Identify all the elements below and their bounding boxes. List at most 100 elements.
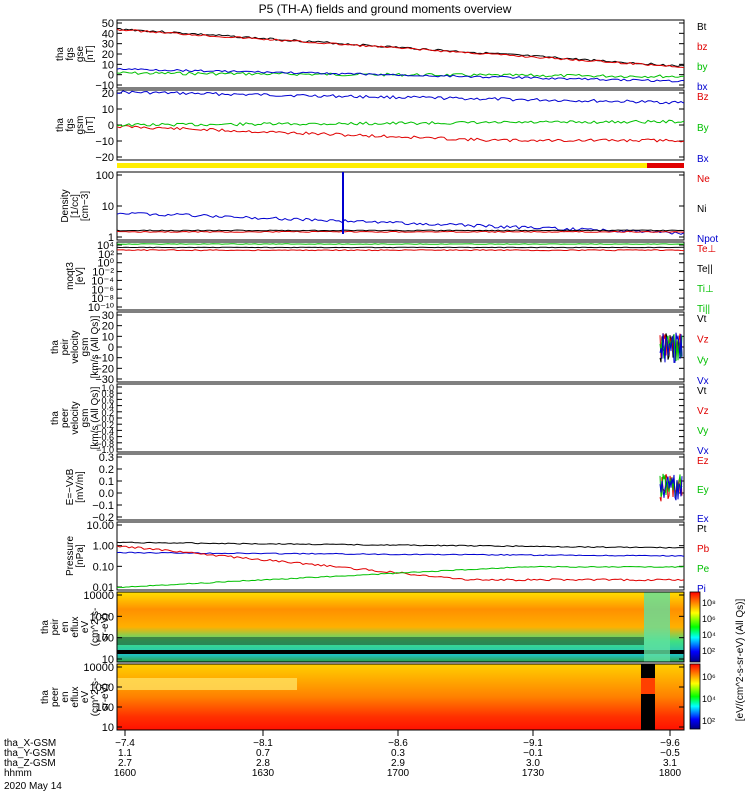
- footer-value: 2.7: [118, 758, 132, 769]
- burst-trace: [659, 332, 683, 363]
- y-tick-label: 0.1: [99, 476, 114, 488]
- y-axis-label: peir: [60, 338, 71, 355]
- y-tick-label: 1: [108, 232, 114, 244]
- burst-trace: [659, 474, 683, 501]
- colorbar-tick: 10²: [702, 646, 715, 656]
- y-axis-label: en: [60, 621, 71, 632]
- footer-value: 1700: [387, 768, 410, 779]
- y-tick-label: 10⁻¹⁰: [88, 302, 115, 314]
- legend-entry: Ni: [697, 204, 706, 215]
- y-tick-label: −10: [95, 136, 114, 148]
- y-axis-label: peir: [50, 618, 61, 635]
- y-tick-label: 0.6: [101, 395, 114, 405]
- y-axis-label: [cm−3]: [80, 191, 91, 222]
- y-tick-label: 10⁻⁶: [91, 284, 114, 296]
- y-axis-label: en: [60, 691, 71, 702]
- colorbar-tick: 10⁴: [702, 694, 716, 704]
- panel-efield: 0.30.20.10.0−0.1−0.2 E=−VxB [mV/m] Ez Ey Ex: [65, 452, 709, 525]
- legend-entry: Vt: [697, 386, 707, 397]
- series-Bx: [116, 90, 685, 105]
- legend-entry: Bt: [697, 22, 707, 33]
- colorbar-top: [689, 591, 701, 663]
- footer-row-label: tha_X-GSM: [4, 738, 56, 749]
- y-axis-label: moqt3: [65, 262, 76, 290]
- y-axis-label: [mV/m]: [75, 471, 86, 503]
- y-axis-label: [1/cc]: [70, 194, 81, 218]
- y-tick-label: 10: [102, 104, 114, 116]
- series-Bt: [117, 28, 685, 68]
- y-axis-label: sr-eV): [100, 683, 111, 710]
- legend-entry: Pt: [697, 524, 707, 535]
- footer-row-label: tha_Z-GSM: [4, 758, 56, 769]
- y-axis-label: fgs: [65, 118, 76, 131]
- y-axis-label: gse: [75, 46, 86, 63]
- spectrogram-ion-gap: [644, 592, 670, 662]
- panel-peer_vel: 1.00.80.60.40.20.0−0.2−0.4−0.6−0.8−1.0 th…: [50, 383, 709, 457]
- y-tick-label: 0.2: [99, 464, 114, 476]
- colorbar-label: [eV/(cm^2-s-sr-eV) (All Qs)]: [735, 599, 746, 722]
- y-tick-label: 0.10: [93, 561, 114, 573]
- panel-frame: [116, 591, 685, 663]
- y-tick-label: −0.4: [96, 426, 114, 436]
- footer-value: 2.9: [391, 758, 405, 769]
- y-tick-label: 20: [102, 49, 114, 61]
- footer-value: 0.3: [391, 748, 405, 759]
- y-tick-label: −0.2: [96, 420, 114, 430]
- legend-entry: Vx: [697, 376, 709, 387]
- panel-peer_en: 10000 1000 100 10 tha peer en eflux eV (cm^2-s-sr…: [40, 662, 685, 734]
- spectrogram-electron-gap: [641, 664, 655, 730]
- y-axis-label: tha: [55, 118, 66, 132]
- y-tick-label: 10: [102, 722, 114, 734]
- y-tick-label: −1.0: [96, 445, 114, 455]
- footer-value: 0.7: [256, 748, 270, 759]
- y-tick-label: 0.3: [99, 452, 114, 464]
- y-axis-label: [nT]: [85, 116, 96, 133]
- y-tick-label: 0.0: [99, 488, 114, 500]
- y-axis-label: peer: [50, 686, 61, 707]
- panel-pressure: 10.00 1.00 0.10 0.01 Pressure [nPa] Pt Pb Pe Pi: [65, 520, 710, 595]
- footer-value: −9.6: [660, 738, 680, 749]
- colorbar-tick: 10⁶: [702, 614, 716, 624]
- panel-density: 100 10 1 Density [1/cc] [cm−3] Ne Ni Npot: [60, 170, 718, 245]
- series-Pb: [116, 545, 685, 582]
- y-axis-label: velocity: [70, 330, 81, 363]
- y-tick-label: −30: [95, 374, 114, 386]
- legend-entry: Ez: [697, 456, 709, 467]
- y-axis-label: [nT]: [85, 45, 96, 62]
- y-tick-label: −0.8: [96, 439, 114, 449]
- legend-entry: Pb: [697, 544, 710, 555]
- y-axis-label: [km/s (All Qs)]: [90, 386, 101, 449]
- status-bar: [117, 163, 647, 168]
- y-tick-label: 10: [102, 59, 114, 71]
- panel-frame: [116, 19, 685, 89]
- legend-entry: Ti||: [697, 304, 710, 315]
- y-axis-label: tha: [50, 411, 61, 425]
- y-axis-label: eV: [80, 621, 91, 634]
- y-axis-label: Pressure: [65, 536, 76, 576]
- legend-entry: Npot: [697, 234, 718, 245]
- panel-frame: [116, 171, 685, 241]
- legend-entry: by: [697, 62, 708, 73]
- colorbar-bottom: [689, 663, 701, 730]
- date-label: 2020 May 14: [4, 781, 62, 792]
- y-axis-label: sr-eV): [100, 613, 111, 640]
- legend-entry: Ex: [697, 514, 709, 525]
- colorbar-tick: 10⁶: [702, 672, 716, 682]
- series-Ne: [116, 230, 685, 233]
- spectrogram-electron-gap-fill: [641, 678, 655, 694]
- legend-entry: Vx: [697, 446, 709, 457]
- legend-entry: Vy: [697, 355, 708, 366]
- footer-value: 2.8: [256, 758, 270, 769]
- colorbar-tick: 10⁴: [702, 630, 716, 640]
- y-tick-label: −10: [95, 353, 114, 365]
- spectrogram-electron-band: [117, 678, 297, 690]
- y-axis-label: [km/s (All Qs)]: [90, 315, 101, 378]
- y-tick-label: 10²: [98, 249, 114, 261]
- series-Ni: [116, 229, 685, 232]
- y-axis-label: eV: [80, 691, 91, 704]
- y-axis-label: [eV]: [75, 267, 86, 285]
- panel-frame: [116, 453, 685, 521]
- y-tick-label: −10: [95, 80, 114, 92]
- panel-peir_en: 10000 1000 100 10 tha peir en eflux eV (cm^2-s-sr…: [40, 590, 685, 666]
